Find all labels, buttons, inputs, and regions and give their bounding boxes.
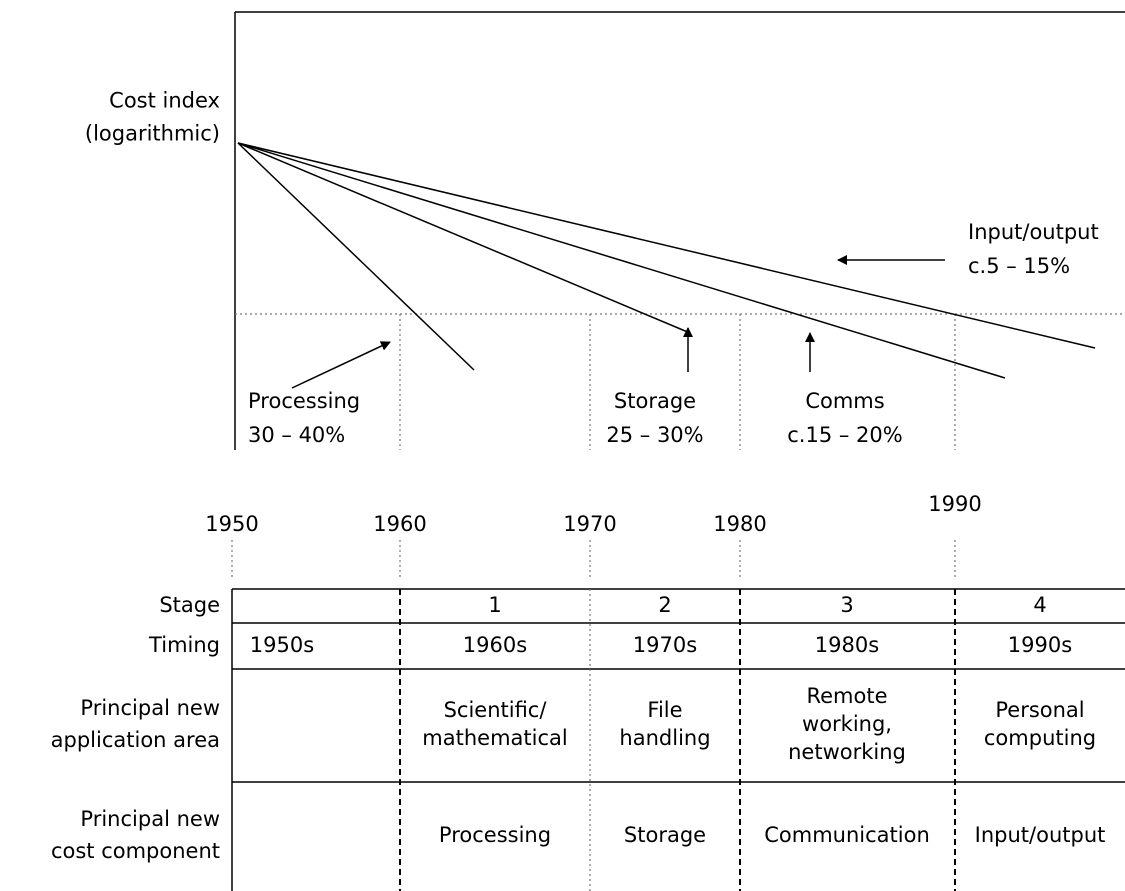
- table-cell: 1970s: [633, 633, 697, 657]
- annotation: Comms: [805, 389, 884, 413]
- arrows: [291, 255, 945, 389]
- annotation: c.5 – 15%: [968, 254, 1070, 278]
- table-cell: 1: [488, 593, 501, 617]
- table-cell: Input/output: [975, 823, 1106, 847]
- table-cell: 1950s: [250, 633, 314, 657]
- decade-label: 1960: [373, 512, 426, 536]
- row-label: application area: [51, 728, 220, 752]
- table-cell: 1960s: [463, 633, 527, 657]
- cost-lines: [237, 142, 1096, 379]
- table-cell: Personal: [995, 698, 1084, 722]
- table-cell: 1980s: [815, 633, 879, 657]
- axis-label: (logarithmic): [85, 122, 220, 146]
- table-cell: handling: [619, 726, 710, 750]
- table-cell: Communication: [764, 823, 930, 847]
- table-cell: computing: [984, 726, 1096, 750]
- table-cell: 1990s: [1008, 633, 1072, 657]
- annotation: Input/output: [968, 220, 1099, 244]
- table-cell: Storage: [624, 823, 706, 847]
- row-label: Principal new: [80, 807, 220, 831]
- annotation: Processing: [248, 389, 360, 413]
- row-label: Timing: [148, 633, 220, 657]
- decade-label: 1970: [563, 512, 616, 536]
- annotation: 25 – 30%: [606, 423, 703, 447]
- axis-label: Cost index: [109, 89, 220, 113]
- table-cell: 3: [840, 593, 853, 617]
- table-cell: File: [647, 698, 682, 722]
- table-cell: Processing: [439, 823, 551, 847]
- table-cell: networking: [788, 740, 906, 764]
- row-label: Principal new: [80, 696, 220, 720]
- table-cell: mathematical: [422, 726, 567, 750]
- decade-label: 1980: [713, 512, 766, 536]
- table-grid: [231, 588, 1125, 891]
- table-cell: Remote: [806, 684, 887, 708]
- row-label: cost component: [51, 839, 220, 863]
- decade-ticks: [231, 540, 956, 580]
- decade-label: 1990: [928, 492, 981, 516]
- annotation: c.15 – 20%: [787, 423, 902, 447]
- table-cell: 2: [658, 593, 671, 617]
- table-cell: Scientific/: [444, 698, 548, 722]
- annotation: 30 – 40%: [248, 423, 345, 447]
- row-label: Stage: [159, 593, 220, 617]
- table-cell: 4: [1033, 593, 1046, 617]
- decade-label: 1950: [205, 512, 258, 536]
- table-cell: working,: [802, 712, 892, 736]
- annotation: Storage: [614, 389, 696, 413]
- chart-frame: [234, 11, 1125, 450]
